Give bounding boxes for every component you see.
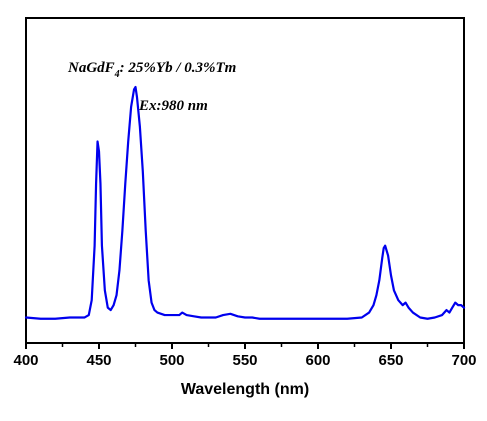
x-tick-label: 400 xyxy=(13,352,38,369)
x-tick-label: 450 xyxy=(86,352,111,369)
composition-subscript: 4 xyxy=(114,69,120,80)
composition-annotation: NaGdF4: 25%Yb / 0.3%Tm xyxy=(67,60,236,80)
x-tick-label: 550 xyxy=(232,352,257,369)
x-tick-label: 500 xyxy=(159,352,184,369)
emission-spectrum-line xyxy=(24,85,466,320)
x-ticks xyxy=(25,343,465,349)
x-tick-labels: 400 450 500 550 600 650 700 xyxy=(13,352,476,369)
x-tick-label: 700 xyxy=(451,352,476,369)
x-tick-label: 650 xyxy=(378,352,403,369)
x-axis-label: Wavelength (nm) xyxy=(181,381,309,398)
composition-suffix: : 25%Yb / 0.3%Tm xyxy=(120,60,237,76)
x-tick-label: 600 xyxy=(305,352,330,369)
excitation-annotation: Ex:980 nm xyxy=(138,98,208,114)
composition-prefix: NaGdF xyxy=(67,60,115,76)
